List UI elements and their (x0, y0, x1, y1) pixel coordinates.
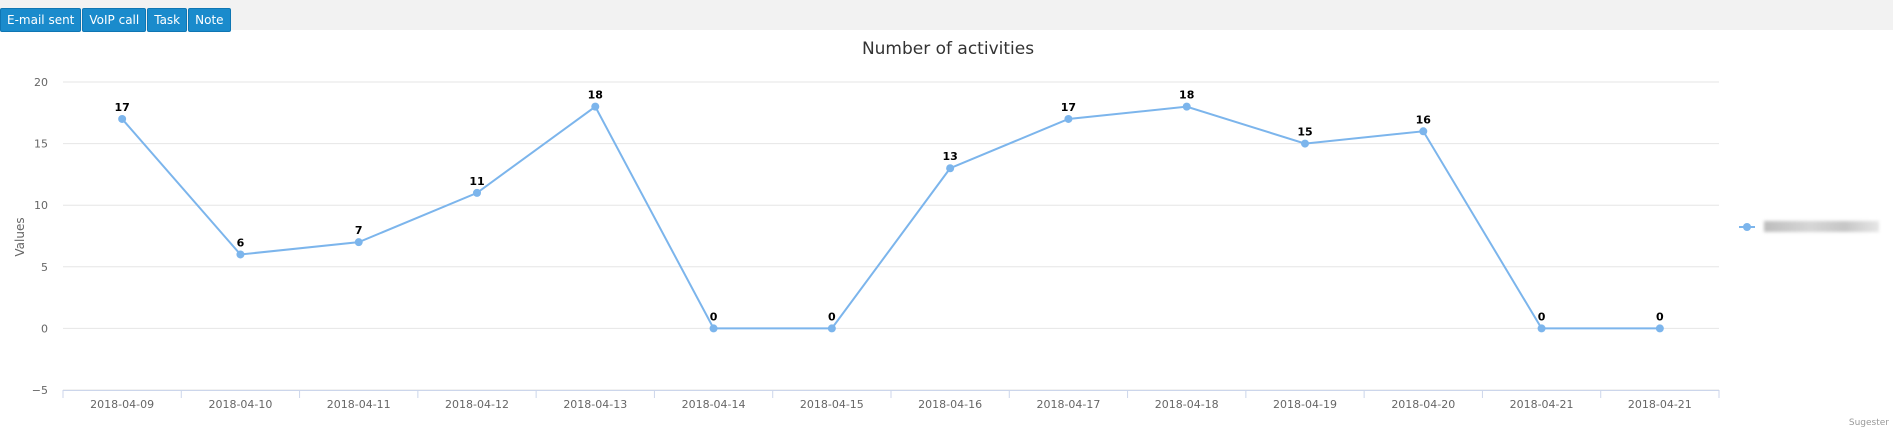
data-label: 15 (1297, 126, 1312, 139)
y-tick-label: −5 (32, 384, 48, 397)
data-point (591, 102, 600, 111)
y-tick-label: 0 (41, 322, 48, 335)
data-point (236, 250, 245, 259)
x-tick-label: 2018-04-20 (1391, 398, 1455, 411)
data-point (1064, 114, 1073, 123)
x-tick-label: 2018-04-21 (1628, 398, 1692, 411)
data-label: 0 (1656, 310, 1664, 323)
task-button[interactable]: Task (147, 8, 188, 32)
activity-filter-buttons: E-mail sent VoIP call Task Note (0, 8, 232, 32)
data-label: 16 (1416, 113, 1432, 126)
data-label: 17 (1061, 101, 1076, 114)
data-label: 0 (710, 310, 718, 323)
x-tick-label: 2018-04-13 (563, 398, 627, 411)
y-tick-label: 15 (34, 138, 48, 151)
series-line (121, 105, 1660, 330)
data-point (1655, 324, 1664, 333)
legend-marker (1743, 223, 1751, 231)
top-toolbar (0, 0, 1893, 30)
x-tick-label: 2018-04-15 (800, 398, 864, 411)
chart-title: Number of activities (862, 39, 1034, 59)
data-point (827, 324, 836, 333)
x-tick-label: 2018-04-18 (1155, 398, 1219, 411)
data-point (1419, 127, 1428, 136)
y-tick-label: 10 (34, 199, 48, 212)
x-tick-label: 2018-04-21 (1510, 398, 1574, 411)
x-tick-label: 2018-04-11 (327, 398, 391, 411)
data-label: 17 (114, 101, 129, 114)
note-button[interactable]: Note (188, 8, 231, 32)
y-tick-label: 20 (34, 76, 48, 89)
x-tick-label: 2018-04-17 (1036, 398, 1100, 411)
legend-item[interactable] (1739, 223, 1755, 231)
x-axis: 2018-04-09 2018-04-10 2018-04-11 2018-04-12… (62, 390, 1720, 411)
chart-credit: Sugester (1848, 418, 1889, 428)
data-label: 6 (237, 236, 245, 249)
x-tick-label: 2018-04-19 (1273, 398, 1337, 411)
data-label: 13 (942, 150, 957, 163)
activities-line-chart: Number of activities −5 0 5 10 15 20 2018-04-… (13, 39, 1755, 411)
x-tick-label: 2018-04-10 (208, 398, 272, 411)
data-point (354, 238, 363, 247)
x-tick-label: 2018-04-12 (445, 398, 509, 411)
data-label: 11 (469, 175, 484, 188)
data-point (473, 188, 481, 197)
y-axis-title: Values (13, 217, 27, 256)
email-sent-button[interactable]: E-mail sent (0, 8, 82, 32)
data-label: 0 (1538, 310, 1546, 323)
y-axis-tick-labels: −5 0 5 10 15 20 (32, 76, 48, 397)
x-tick-label: 2018-04-16 (918, 398, 982, 411)
series-points (118, 102, 1664, 333)
data-point (1537, 324, 1546, 333)
data-label: 7 (355, 224, 363, 237)
data-point (946, 164, 955, 173)
x-tick-label: 2018-04-14 (682, 398, 746, 411)
legend-label-redacted (1764, 221, 1879, 232)
x-tick-label: 2018-04-09 (90, 398, 154, 411)
data-point (1182, 102, 1191, 111)
data-label: 18 (588, 89, 603, 102)
data-point (709, 324, 718, 333)
voip-call-button[interactable]: VoIP call (82, 8, 147, 32)
y-tick-label: 5 (41, 261, 48, 274)
data-point (118, 114, 127, 123)
data-label: 0 (828, 310, 836, 323)
data-point (1301, 139, 1309, 148)
data-label: 18 (1179, 89, 1194, 102)
grid-lines (63, 81, 1719, 391)
data-labels: 17 6 7 11 18 0 0 13 17 18 15 16 0 0 (113, 88, 1665, 325)
